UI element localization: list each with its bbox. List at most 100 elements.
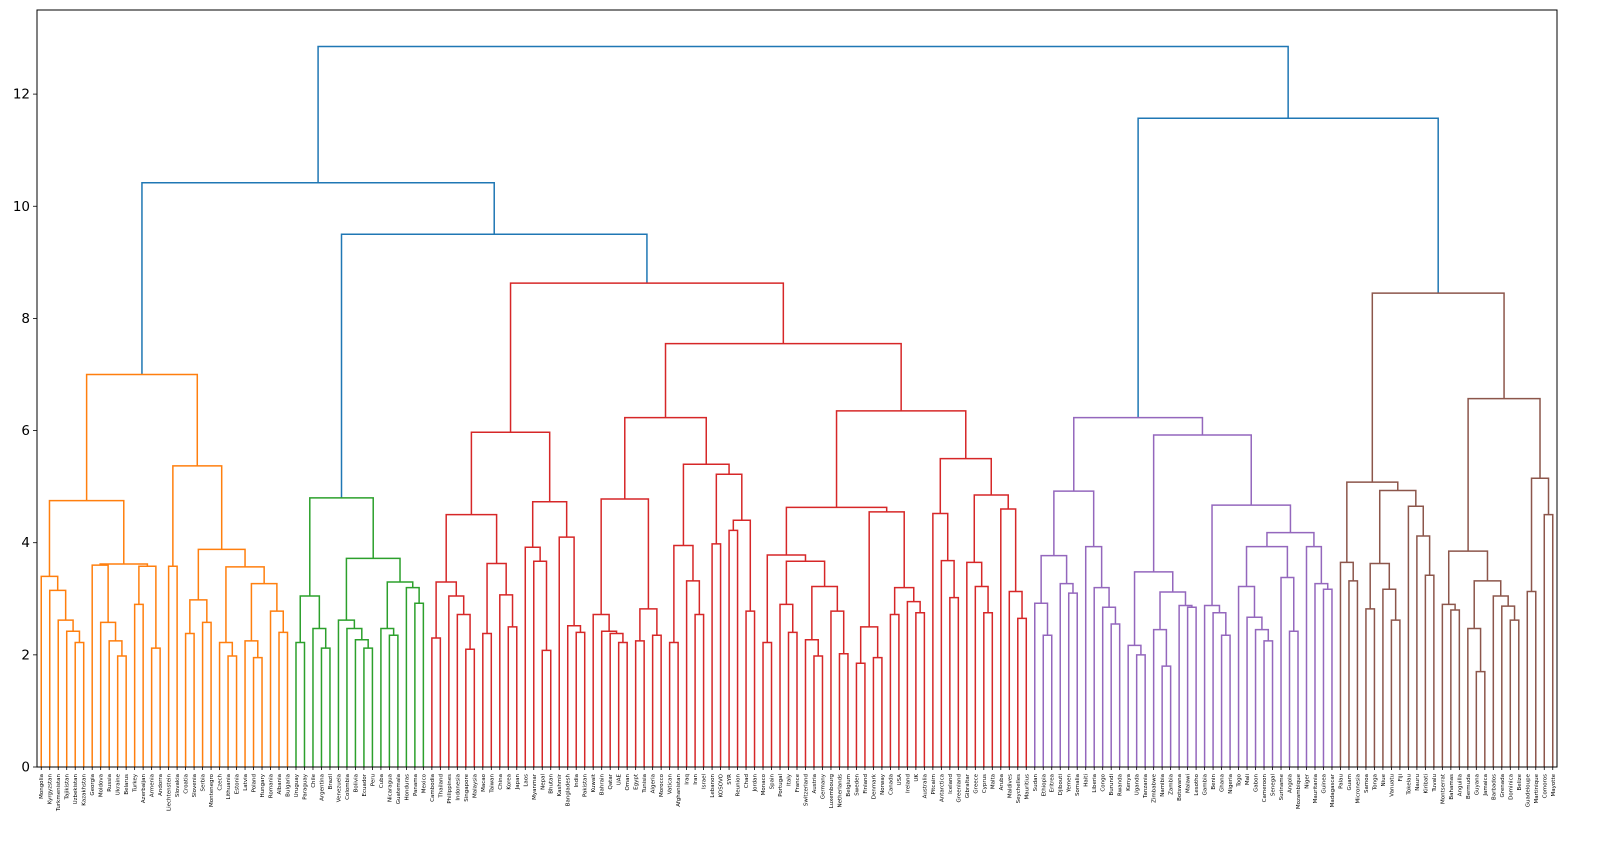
leaf-label: Mongolia (39, 774, 45, 799)
dendrogram-link (1135, 654, 1146, 767)
dendrogram-link (1127, 644, 1142, 767)
dendrogram-link (141, 181, 495, 375)
dendrogram-link (785, 506, 888, 556)
leaf-label: France (795, 773, 801, 792)
dendrogram-link (405, 586, 420, 767)
dendrogram-link (745, 610, 756, 767)
leaf-label: Ethiopia (1041, 774, 1047, 796)
leaf-label: Hungary (260, 773, 266, 797)
dendrogram-link (295, 641, 306, 767)
dendrogram-link (1101, 606, 1117, 767)
dendrogram-link (1008, 590, 1023, 767)
leaf-label: China (498, 774, 504, 790)
dendrogram-link (835, 410, 967, 508)
leaf-label: Senegal (1271, 774, 1277, 797)
dendrogram-link (201, 621, 212, 767)
dendrogram-link (624, 416, 707, 499)
y-axis: 0 2 4 6 8 10 12 (13, 87, 37, 776)
dendrogram-link (1137, 117, 1439, 418)
leaf-label: Bulgaria (286, 774, 292, 797)
leaf-label: Slovakia (175, 774, 181, 797)
leaf-label: Moldova (99, 774, 105, 797)
dendrogram-link (269, 610, 285, 767)
leaf-label: Zambia (1169, 774, 1175, 795)
leaf-label: Mali (1245, 774, 1251, 786)
leaf-label: UAE (617, 773, 623, 785)
dendrogram-link (116, 655, 127, 767)
dendrogram-link (1288, 630, 1299, 767)
leaf-label: Tonga (1372, 774, 1378, 791)
leaf-label: Lithuania (226, 774, 232, 799)
dendrogram-link (872, 656, 883, 767)
leaf-label: Iceland (948, 774, 954, 794)
leaf-label: Chile (311, 773, 317, 787)
leaf-label: Myanmar (532, 773, 538, 800)
dendrogram-link (1059, 582, 1074, 767)
dendrogram-link (949, 596, 960, 767)
leaf-label: Kazakhstan (82, 773, 88, 805)
plot-frame (36, 9, 1558, 768)
dendrogram-link (1263, 640, 1274, 767)
leaf-label: Chad (744, 774, 750, 788)
dendrogram-link (465, 648, 476, 767)
dendrogram-link (685, 580, 701, 767)
dendrogram-link (74, 641, 85, 767)
leaf-label: Namibia (1160, 774, 1166, 797)
leaf-label: Ghana (1220, 774, 1226, 792)
leaf-label: Cuba (379, 774, 385, 788)
dendrogram-link (575, 631, 586, 767)
leaf-label: Colombia (345, 774, 351, 800)
leaf-label: Czech (218, 773, 224, 790)
leaf-label: Italy (787, 773, 793, 786)
leaf-label: Micronesia (1355, 774, 1361, 803)
leaf-label: Laos (523, 774, 529, 787)
leaf-label: Philippines (447, 774, 453, 804)
dendrogram-link (711, 543, 722, 767)
dendrogram-link (932, 512, 949, 767)
dendrogram-link (1110, 623, 1121, 767)
leaf-label: Albania (277, 774, 283, 795)
y-tick-label: 12 (13, 87, 30, 103)
leaf-label: Barbados (1491, 774, 1497, 800)
dendrogram-link (167, 565, 178, 767)
leaf-label: Montenegro (209, 773, 215, 807)
dendrogram-link (218, 641, 234, 767)
leaf-label: Benin (1211, 774, 1217, 790)
leaf-label: Armenia (150, 774, 156, 797)
dendrogram-link (1450, 609, 1461, 767)
leaf-label: Haiti (1084, 774, 1090, 787)
leaf-label: Madagascar (1330, 773, 1336, 807)
dendrogram-link (1178, 604, 1193, 767)
dendrogram-link (40, 575, 59, 767)
dendrogram-link (309, 497, 374, 596)
leaf-label: Ireland (905, 774, 911, 793)
dendrogram-link (906, 600, 921, 767)
dendrogram-link (651, 634, 662, 767)
dendrogram-link (682, 463, 730, 546)
dendrogram-link (337, 619, 356, 767)
dendrogram-link (1378, 489, 1417, 564)
leaf-label: Comoros (1542, 774, 1548, 798)
leaf-label: Martinique (1534, 773, 1540, 803)
leaf-label: Sweden (854, 773, 860, 795)
dendrogram-link (673, 544, 694, 643)
dendrogram-link (312, 627, 327, 767)
leaf-label: Qatar (608, 773, 614, 789)
dendrogram-link (244, 640, 259, 767)
leaf-label: Liberia (1092, 774, 1098, 793)
dendrogram-link (172, 465, 223, 567)
dendrogram-link (1237, 585, 1256, 767)
dendrogram-link (732, 519, 752, 612)
dendrogram-link (1530, 477, 1550, 592)
leaf-label: Uganda (1135, 774, 1141, 795)
leaf-label: Guinea (1321, 774, 1327, 794)
dendrogram-link (1280, 576, 1295, 767)
leaf-label: Andorra (158, 774, 164, 796)
leaf-label: Liechtenstein (167, 773, 173, 810)
leaf-label: Luxembourg (829, 774, 835, 808)
leaf-label: Tanzania (1143, 774, 1149, 799)
dendrogram-link (592, 613, 610, 767)
dendrogram-link (859, 626, 879, 664)
dendrogram-link (1407, 505, 1425, 767)
dendrogram-link (1382, 588, 1397, 767)
